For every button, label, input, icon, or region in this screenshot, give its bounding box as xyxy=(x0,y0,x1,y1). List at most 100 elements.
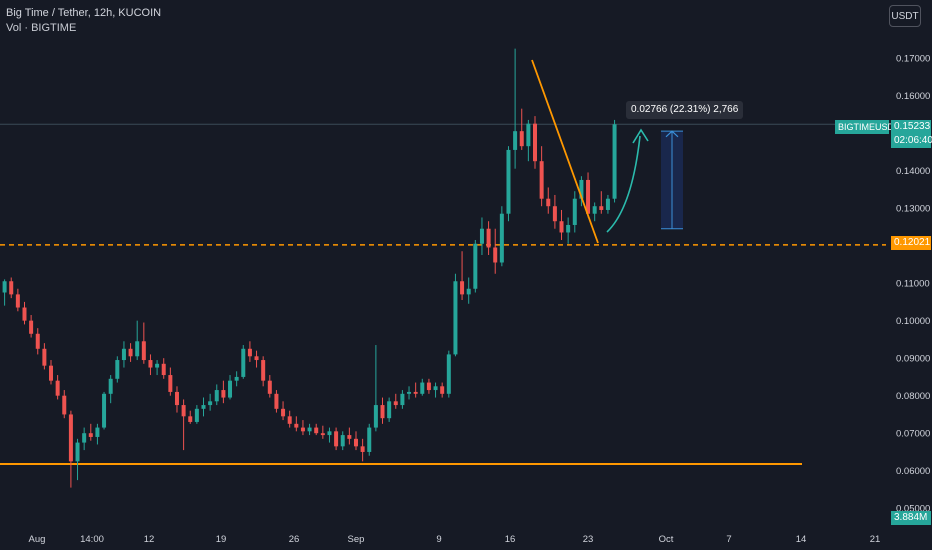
candle-body xyxy=(241,348,246,377)
candle-body xyxy=(9,281,14,295)
candle xyxy=(22,301,27,325)
symbol-price-label: BIGTIMEUSDT xyxy=(835,120,900,134)
candle xyxy=(294,416,299,432)
candle-body xyxy=(420,382,425,394)
candle xyxy=(453,273,458,357)
candle-body xyxy=(506,149,511,214)
candle xyxy=(393,393,398,409)
candle-body xyxy=(566,224,571,233)
candle-body xyxy=(380,405,385,419)
candle-body xyxy=(605,198,610,210)
candle xyxy=(115,356,120,383)
chart-title: Big Time / Tether, 12h, KUCOIN xyxy=(6,7,162,19)
candle-body xyxy=(592,206,597,214)
time-axis: Aug 14:00 12 19 26 Sep 9 16 23 Oct 7 14 21 xyxy=(29,534,881,545)
candle xyxy=(499,206,504,267)
candle xyxy=(360,438,365,462)
candle-body xyxy=(88,433,93,437)
candle-body xyxy=(586,179,591,214)
candle xyxy=(327,427,332,443)
candle-body xyxy=(121,348,126,361)
time-tick-label: 19 xyxy=(216,534,227,545)
candle xyxy=(433,382,438,398)
measure-annotation: 0.02766 (22.31%) 2,766 xyxy=(626,101,744,119)
candle-body xyxy=(95,427,100,437)
candle-body xyxy=(387,401,392,419)
candle-body xyxy=(115,360,120,379)
candle-body xyxy=(539,161,544,199)
candle-body xyxy=(559,221,564,233)
candle-body xyxy=(519,131,524,147)
candle xyxy=(42,343,47,370)
candle xyxy=(367,423,372,456)
candle-body xyxy=(108,378,113,394)
candle xyxy=(539,146,544,207)
candle-body xyxy=(135,341,140,357)
candle-body xyxy=(188,416,193,422)
candle-body xyxy=(234,376,239,381)
candle xyxy=(121,341,126,368)
candle-body xyxy=(161,363,166,376)
candle xyxy=(533,116,537,169)
time-tick-label: 23 xyxy=(583,534,594,545)
candle xyxy=(387,397,392,422)
candle xyxy=(426,378,431,394)
candle xyxy=(420,378,425,396)
candle xyxy=(334,427,339,451)
currency-unit-button[interactable]: USDT xyxy=(889,5,921,27)
candle xyxy=(347,427,352,445)
candle xyxy=(340,431,345,451)
candle-body xyxy=(42,348,47,366)
candle xyxy=(194,405,199,424)
price-tick-label: 0.07000 xyxy=(896,429,930,440)
candle-body xyxy=(55,380,60,396)
candle-body xyxy=(473,243,478,289)
candle-body xyxy=(493,247,498,263)
price-range-arrowhead xyxy=(665,130,679,138)
candle xyxy=(174,386,179,413)
candle xyxy=(605,194,610,214)
candle-body xyxy=(347,435,352,439)
candle xyxy=(513,48,518,169)
candle xyxy=(307,423,312,436)
candle-body xyxy=(453,281,458,355)
candle-body xyxy=(300,427,305,432)
candle xyxy=(380,397,385,424)
candle-body xyxy=(168,375,173,392)
candle xyxy=(566,217,571,244)
last-price-label: 0.15233 xyxy=(891,120,931,134)
candle-body xyxy=(29,320,34,334)
candle-body xyxy=(22,307,27,321)
candle-body xyxy=(612,124,617,199)
candle-body xyxy=(307,427,312,432)
candle-body xyxy=(228,380,233,398)
candle-body xyxy=(148,360,153,368)
candle-body xyxy=(254,356,259,361)
candle-body xyxy=(334,431,339,447)
time-tick-label: 12 xyxy=(144,534,155,545)
candle-body xyxy=(407,391,412,394)
candle xyxy=(320,425,325,439)
candle-body xyxy=(599,206,604,210)
candle-body xyxy=(274,393,279,409)
candle-body xyxy=(267,380,272,394)
price-tick-label: 0.10000 xyxy=(896,316,930,327)
candle-body xyxy=(35,333,40,349)
candle xyxy=(314,423,319,436)
candle xyxy=(2,279,7,306)
candle-body xyxy=(15,294,20,308)
candle-body xyxy=(128,348,133,357)
candle xyxy=(68,410,73,488)
candle xyxy=(208,393,213,411)
price-tick-label: 0.14000 xyxy=(896,166,930,177)
candle-body xyxy=(572,198,577,225)
candle-body xyxy=(466,288,471,295)
candle-body xyxy=(400,393,405,406)
price-tick-label: 0.13000 xyxy=(896,204,930,215)
candle xyxy=(15,288,20,312)
candle-body xyxy=(367,427,372,452)
candle-body xyxy=(314,427,319,434)
candle-body xyxy=(320,433,325,436)
candle xyxy=(55,375,60,400)
